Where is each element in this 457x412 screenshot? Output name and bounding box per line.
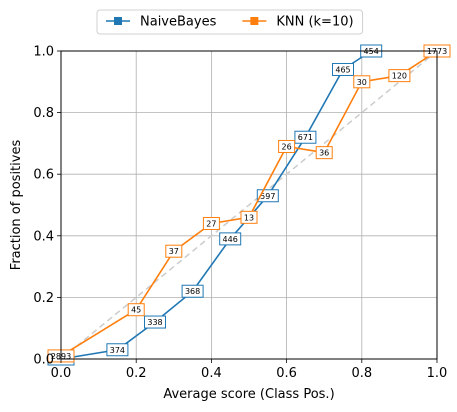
data-point-count-label: 374 xyxy=(110,346,125,355)
data-point-marker xyxy=(144,315,166,329)
data-point-count-label: 45 xyxy=(131,306,141,315)
plot-frame xyxy=(60,50,438,360)
y-tick-label: 0.4 xyxy=(33,229,54,244)
legend-label: KNN (k=10) xyxy=(276,15,353,30)
perfect-calibration-line xyxy=(60,50,438,360)
legend: NaiveBayes KNN (k=10) xyxy=(96,9,364,35)
data-point-marker xyxy=(106,343,129,357)
data-point-count-label: 671 xyxy=(298,133,313,142)
data-point-count-label: 37 xyxy=(169,247,179,256)
x-axis-title: Average score (Class Pos.) xyxy=(163,387,334,402)
data-point-count-label: 120 xyxy=(392,72,407,81)
data-point-marker xyxy=(353,75,371,89)
data-point-marker xyxy=(219,232,242,246)
legend-marker xyxy=(250,17,259,25)
y-tick-label: 1.0 xyxy=(33,45,54,60)
data-point-count-label: 13 xyxy=(244,213,254,222)
y-tick-label: 0.6 xyxy=(33,168,54,183)
data-point-count-label: 36 xyxy=(319,149,329,158)
y-axis-title: Fraction of positives xyxy=(9,140,24,271)
x-tick-label: 0.0 xyxy=(51,366,72,381)
legend-box xyxy=(96,9,364,35)
data-point-marker xyxy=(240,210,258,224)
data-point-count-label: 465 xyxy=(335,65,350,74)
y-tick-label: 0.8 xyxy=(33,106,54,121)
data-point-count-label: 27 xyxy=(206,219,216,228)
data-point-marker xyxy=(294,130,317,144)
y-tick-label: 0.2 xyxy=(33,291,54,306)
legend-marker xyxy=(114,17,122,25)
data-point-marker xyxy=(332,62,354,76)
series-line xyxy=(60,50,438,357)
data-point-marker xyxy=(181,284,204,298)
x-tick-label: 0.6 xyxy=(276,366,297,381)
x-tick-label: 0.2 xyxy=(126,366,147,381)
data-point-marker xyxy=(278,139,296,153)
data-point-marker xyxy=(165,244,183,258)
data-point-count-label: 368 xyxy=(185,287,200,296)
data-point-count-label: 338 xyxy=(147,318,162,327)
legend-label: NaiveBayes xyxy=(140,15,217,30)
data-point-count-label: 26 xyxy=(282,142,292,151)
data-point-marker xyxy=(315,146,333,160)
tick-layer: 0.0 0.2 0.4 0.6 0.8 1.0 0.0 0.2 0.4 0.6 0.8 1.0 xyxy=(33,45,447,382)
data-point-count-label: 30 xyxy=(357,78,367,87)
x-tick-label: 1.0 xyxy=(427,366,448,381)
data-point-count-label: 597 xyxy=(260,192,275,201)
x-tick-label: 0.8 xyxy=(351,366,372,381)
x-tick-label: 0.4 xyxy=(201,366,222,381)
grid xyxy=(60,50,438,360)
y-tick-label: 0.0 xyxy=(33,353,54,368)
data-point-marker xyxy=(202,216,220,230)
data-point-marker xyxy=(127,303,145,317)
data-point-count-label: 446 xyxy=(223,235,238,244)
data-point-marker xyxy=(388,69,411,83)
